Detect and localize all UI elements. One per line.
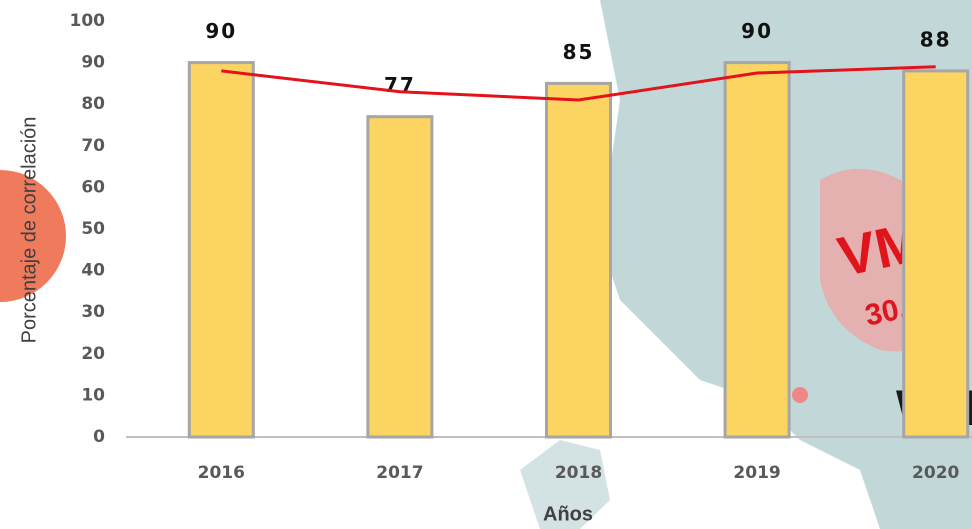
- value-label: 90: [741, 19, 773, 43]
- bar: [187, 61, 255, 439]
- decorative-circle: [0, 170, 66, 302]
- splash: [792, 387, 808, 403]
- y-tick-label: 90: [81, 53, 105, 73]
- y-tick-label: 50: [81, 219, 105, 239]
- value-label: 90: [205, 19, 237, 43]
- value-label: 85: [563, 40, 595, 64]
- x-tick-label: 2017: [376, 463, 423, 483]
- y-tick-label: 20: [81, 344, 105, 364]
- bar: [902, 69, 970, 439]
- y-tick-label: 0: [93, 427, 105, 447]
- value-label: 88: [920, 27, 952, 51]
- y-tick-label: 10: [81, 385, 105, 405]
- y-tick-label: 30: [81, 302, 105, 322]
- trend-line: [221, 65, 936, 102]
- y-tick-label: 100: [70, 11, 106, 31]
- y-tick-label: 70: [81, 136, 105, 156]
- map-shape: [520, 440, 610, 529]
- bar: [723, 61, 791, 439]
- x-axis-title: Años: [543, 503, 593, 525]
- y-axis-title: Porcentaje de correlación: [18, 117, 40, 344]
- y-tick-label: 40: [81, 261, 105, 281]
- x-tick-label: 2018: [555, 463, 602, 483]
- bar: [366, 115, 434, 439]
- bar: [545, 81, 612, 439]
- x-tick-label: 2019: [733, 463, 780, 483]
- y-tick-label: 80: [81, 94, 105, 114]
- y-tick-label: 60: [81, 177, 105, 197]
- x-tick-label: 2020: [912, 463, 959, 483]
- x-tick-label: 2016: [198, 463, 245, 483]
